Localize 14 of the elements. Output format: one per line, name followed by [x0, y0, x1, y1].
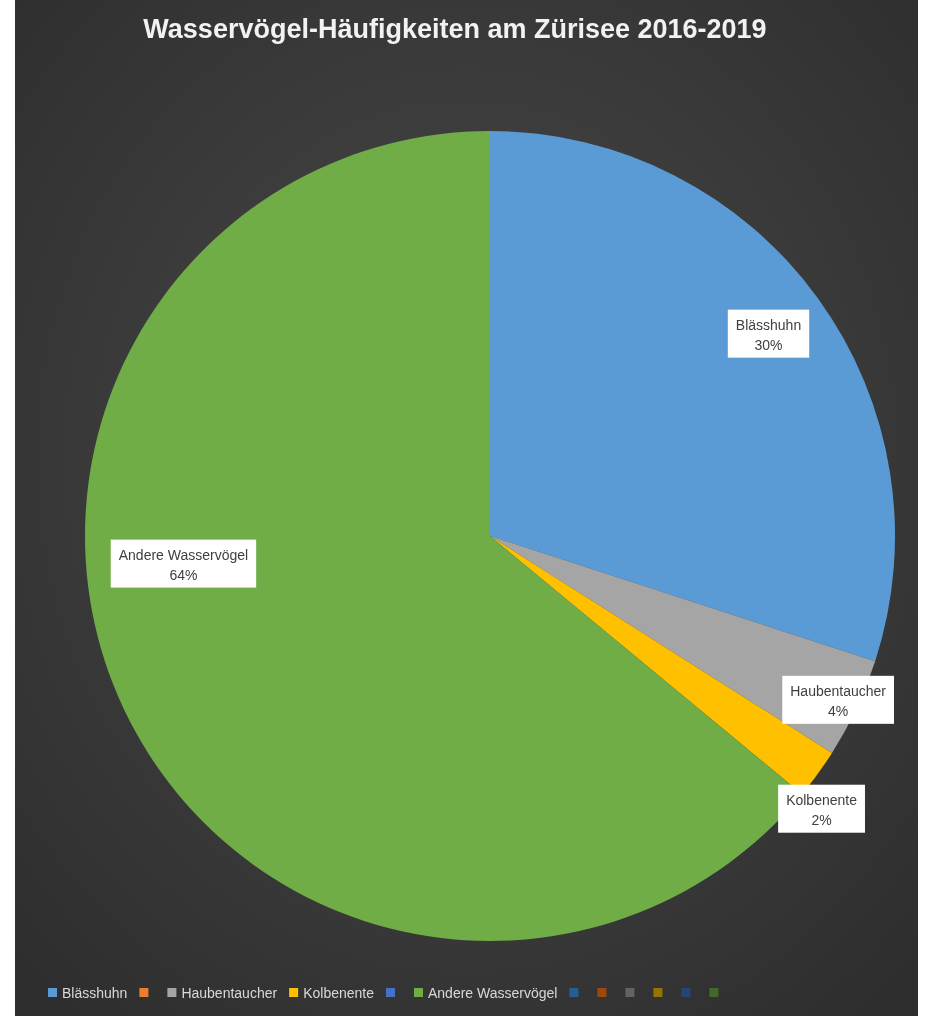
- legend-label: Andere Wasservögel: [427, 985, 558, 1001]
- data-label: 30%: [754, 336, 783, 353]
- slice-label: Blässhuhn: [735, 316, 802, 333]
- legend-label: Haubentaucher: [181, 985, 278, 1001]
- pie-slice: [490, 131, 895, 662]
- chart-title: Wasservögel-Häufigkeiten am Zürisee 2016-2019: [143, 14, 767, 44]
- slice-label: Haubentaucher: [790, 682, 887, 699]
- slice-label: Andere Wasservögel: [118, 546, 249, 563]
- slice-label: Kolbenente: [786, 791, 858, 808]
- data-label: 2%: [811, 811, 832, 828]
- data-label: 64%: [169, 566, 198, 583]
- legend-label: Blässhuhn: [62, 985, 128, 1001]
- data-label: 4%: [828, 702, 849, 719]
- legend-label: Kolbenente: [303, 985, 375, 1001]
